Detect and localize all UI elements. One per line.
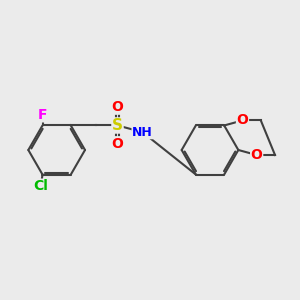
Text: F: F: [38, 108, 47, 122]
Text: O: O: [112, 100, 123, 114]
Text: O: O: [237, 113, 248, 128]
Text: Cl: Cl: [33, 179, 48, 193]
Text: O: O: [251, 148, 262, 162]
Text: S: S: [112, 118, 123, 133]
Text: O: O: [112, 137, 123, 151]
Text: NH: NH: [132, 126, 153, 139]
